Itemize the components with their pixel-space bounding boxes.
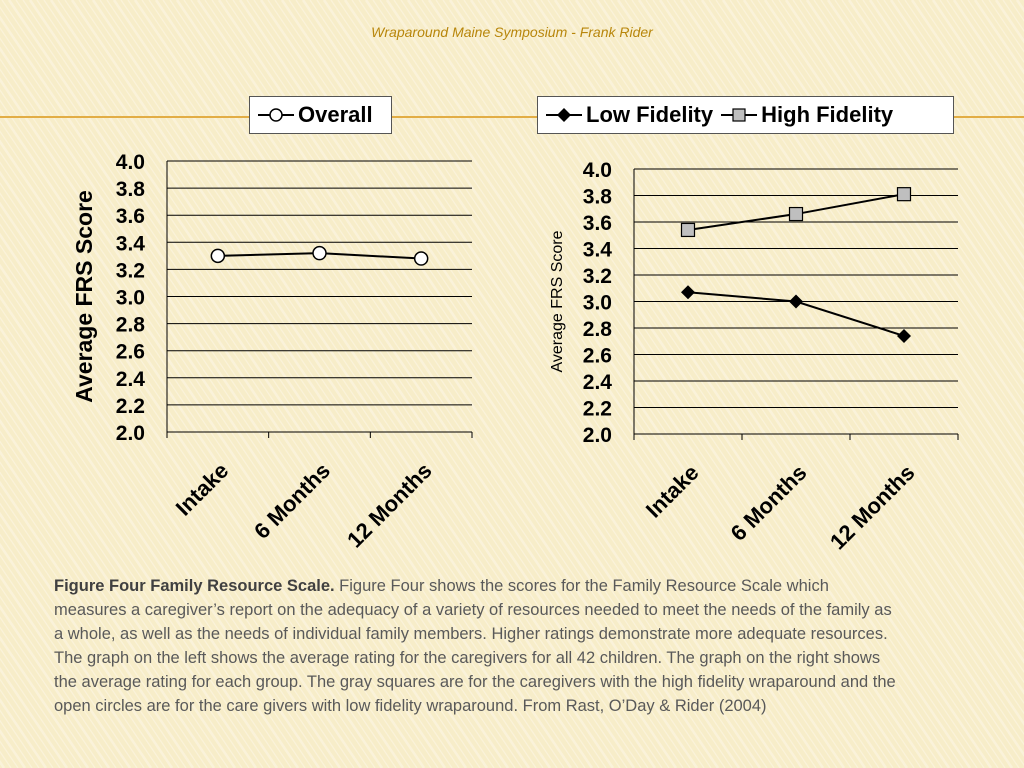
decorative-rule-left — [0, 116, 250, 118]
y-tick-label: 2.6 — [116, 341, 145, 364]
data-point-square — [896, 187, 912, 202]
y-tick-label: 2.2 — [583, 398, 612, 421]
y-tick-label: 3.2 — [583, 265, 612, 288]
y-tick-label: 2.0 — [116, 422, 145, 445]
decorative-rule-middle — [392, 116, 538, 118]
slide-header: Wraparound Maine Symposium - Frank Rider — [371, 24, 653, 40]
legend-label-high-fidelity: High Fidelity — [761, 102, 894, 127]
data-point-circle — [210, 248, 226, 264]
x-category-label: 12 Months — [825, 460, 920, 555]
y-tick-label: 3.0 — [116, 287, 145, 310]
legend-label-low-fidelity: Low Fidelity — [586, 102, 714, 127]
y-tick-label: 2.4 — [583, 371, 613, 394]
x-category-label: 6 Months — [249, 458, 335, 544]
open-circle-marker-icon — [258, 108, 294, 122]
legend-item-high-fidelity: High Fidelity — [721, 102, 893, 128]
legend-label-overall: Overall — [298, 102, 373, 127]
caption-body: Figure Four shows the scores for the Fam… — [54, 577, 896, 715]
y-tick-label: 3.6 — [583, 212, 612, 235]
y-tick-label: 4.0 — [583, 159, 612, 182]
legend-item-low-fidelity: Low Fidelity — [546, 102, 713, 128]
x-category-label: Intake — [171, 458, 234, 521]
y-tick-label: 2.4 — [116, 368, 146, 391]
data-point-square — [788, 206, 804, 222]
y-tick-label: 2.8 — [583, 318, 613, 341]
y-tick-label: 3.8 — [583, 186, 613, 209]
y-tick-label: 3.6 — [116, 205, 145, 228]
y-tick-label: 3.4 — [116, 232, 146, 255]
legend-right: Low Fidelity High Fidelity — [537, 96, 954, 134]
y-tick-label: 2.8 — [116, 314, 146, 337]
y-tick-label: 2.2 — [116, 395, 145, 418]
data-point-square — [680, 222, 696, 238]
y-axis-title: Average FRS Score — [549, 230, 566, 372]
gray-square-marker-icon — [721, 108, 758, 122]
x-category-label: Intake — [641, 460, 704, 523]
data-point-diamond — [681, 285, 695, 300]
filled-diamond-marker-icon — [546, 108, 582, 122]
caption-title: Figure Four Family Resource Scale. — [54, 577, 335, 595]
decorative-rule-right — [954, 116, 1024, 118]
y-axis-title: Average FRS Score — [71, 190, 97, 403]
chart-right-fidelity: 4.0 3.8 3.6 3.4 3.2 3.0 2.8 2.6 2.4 2.2 2.0 Intake 6… — [549, 159, 959, 555]
x-category-label: 6 Months — [726, 460, 812, 546]
legend-item-overall: Overall — [258, 102, 373, 128]
data-point-circle — [312, 245, 327, 261]
data-point-circle — [413, 251, 429, 266]
y-tick-label: 2.0 — [583, 424, 612, 447]
data-point-diamond — [789, 294, 803, 309]
y-tick-label: 3.2 — [116, 259, 145, 282]
legend-left: Overall — [249, 96, 392, 134]
y-tick-label: 3.8 — [116, 178, 146, 201]
y-tick-label: 3.0 — [583, 292, 612, 315]
y-tick-label: 2.6 — [583, 345, 612, 368]
data-point-diamond — [897, 328, 911, 343]
chart-left-overall: 4.0 3.8 3.6 3.4 3.2 3.0 2.8 2.6 2.4 2.2 2.0 Intake 6… — [71, 151, 473, 553]
x-category-label: 12 Months — [342, 458, 437, 553]
figure-caption: Figure Four Family Resource Scale. Figur… — [54, 574, 904, 718]
y-tick-label: 4.0 — [116, 151, 145, 174]
y-tick-label: 3.4 — [583, 239, 613, 262]
